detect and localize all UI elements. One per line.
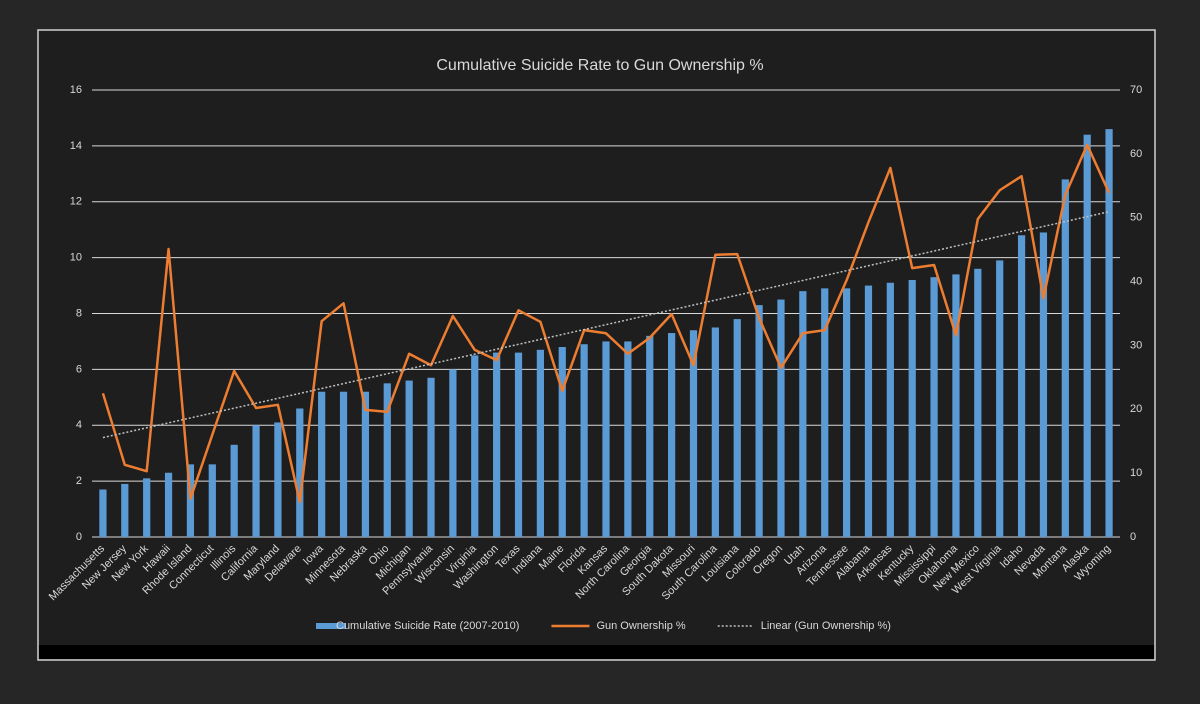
bar xyxy=(318,391,326,537)
bar xyxy=(1039,232,1048,537)
bar xyxy=(580,344,588,537)
bar xyxy=(996,260,1004,537)
bar xyxy=(930,277,938,537)
bar xyxy=(1017,235,1026,537)
bar xyxy=(493,352,501,537)
legend-label: Gun Ownership % xyxy=(596,620,685,632)
bar xyxy=(252,425,260,537)
bar xyxy=(471,355,479,537)
y-tick-label: 4 xyxy=(76,419,82,431)
bar xyxy=(689,330,698,537)
bar xyxy=(1083,134,1091,537)
y2-tick-label: 50 xyxy=(1130,212,1142,224)
y2-tick-label: 60 xyxy=(1130,148,1142,160)
bar xyxy=(821,288,829,537)
bar xyxy=(624,341,632,537)
chart-title: Cumulative Suicide Rate to Gun Ownership… xyxy=(436,57,763,74)
bar xyxy=(186,464,195,537)
bar xyxy=(339,391,348,537)
bar xyxy=(711,327,719,537)
legend-swatch xyxy=(316,623,346,629)
legend-label: Linear (Gun Ownership %) xyxy=(761,620,891,632)
y2-tick-label: 10 xyxy=(1130,467,1142,479)
bar xyxy=(799,291,807,537)
y-tick-label: 2 xyxy=(76,475,82,487)
bar xyxy=(514,352,523,537)
y-tick-label: 10 xyxy=(70,252,82,264)
y-tick-label: 6 xyxy=(76,363,82,375)
frame-band xyxy=(39,645,1154,659)
bar xyxy=(777,299,785,537)
y2-tick-label: 70 xyxy=(1130,84,1142,96)
bar xyxy=(733,319,741,537)
bar xyxy=(558,347,566,537)
y-tick-label: 12 xyxy=(70,196,82,208)
bar xyxy=(1061,179,1069,537)
bar xyxy=(908,279,916,537)
bar xyxy=(164,472,173,537)
y-tick-label: 16 xyxy=(70,84,82,96)
bar xyxy=(361,391,370,537)
bar xyxy=(405,380,413,537)
y2-tick-label: 40 xyxy=(1130,275,1142,287)
bar xyxy=(602,341,610,537)
bar xyxy=(208,464,216,537)
bar xyxy=(974,268,982,537)
bar xyxy=(99,489,107,537)
bar xyxy=(646,335,654,537)
bar xyxy=(842,288,851,537)
y2-tick-label: 20 xyxy=(1130,403,1142,415)
bar xyxy=(449,369,457,537)
bar xyxy=(668,333,676,537)
bar xyxy=(864,285,873,537)
chart-frame xyxy=(37,29,1156,661)
bar xyxy=(296,408,304,537)
bar xyxy=(383,383,391,537)
bar xyxy=(1105,129,1113,538)
bar xyxy=(427,377,435,537)
bar xyxy=(121,483,129,537)
y2-tick-label: 30 xyxy=(1130,339,1142,351)
bar xyxy=(230,444,238,537)
y2-tick-label: 0 xyxy=(1130,531,1136,543)
bar xyxy=(952,274,960,537)
bar xyxy=(143,478,151,537)
legend-label: Cumulative Suicide Rate (2007-2010) xyxy=(336,620,519,632)
y-tick-label: 14 xyxy=(70,140,82,152)
y-tick-label: 8 xyxy=(76,307,82,319)
line xyxy=(101,143,1111,504)
y-tick-label: 0 xyxy=(76,531,82,543)
bar xyxy=(755,305,763,537)
bar xyxy=(274,422,282,537)
bar xyxy=(536,349,544,537)
bar xyxy=(886,282,894,537)
